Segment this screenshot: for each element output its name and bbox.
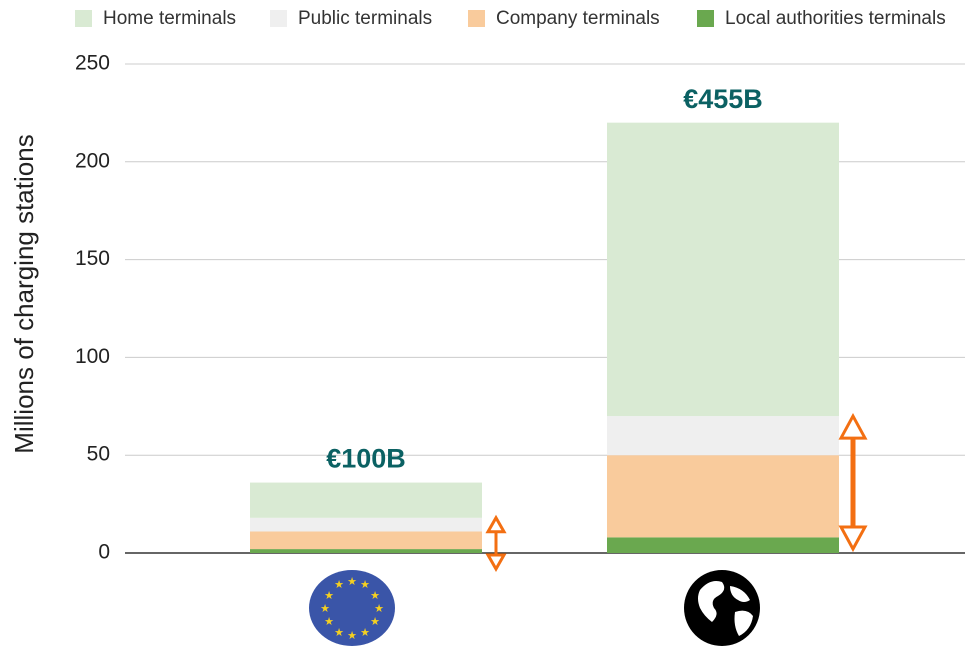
legend-swatch	[75, 10, 92, 27]
globe-icon	[684, 570, 760, 646]
legend-swatch	[697, 10, 714, 27]
bar-segment	[250, 549, 482, 553]
svg-text:★: ★	[347, 630, 357, 642]
legend-swatch	[270, 10, 287, 27]
legend-label: Home terminals	[103, 8, 236, 29]
y-tick-label: 100	[75, 345, 110, 368]
svg-text:★: ★	[360, 579, 370, 591]
arrow-head	[838, 412, 868, 440]
svg-text:★: ★	[360, 627, 370, 639]
arrow-head	[485, 514, 507, 534]
bar-segment	[607, 122, 839, 417]
svg-text:★: ★	[324, 590, 334, 602]
svg-text:★: ★	[374, 603, 384, 615]
y-tick-label: 0	[98, 541, 110, 564]
eu-flag-icon: ★ ★ ★★ ★★ ★★ ★★ ★★	[309, 570, 395, 646]
arrow-head	[838, 525, 868, 553]
svg-text:★: ★	[320, 603, 330, 615]
bar-segment	[250, 531, 482, 550]
y-tick-label: 50	[87, 443, 110, 466]
svg-text:★: ★	[334, 579, 344, 591]
legend-label: Local authorities terminals	[725, 8, 946, 29]
svg-text:★: ★	[370, 590, 380, 602]
svg-text:★: ★	[334, 627, 344, 639]
svg-text:★: ★	[347, 576, 357, 588]
legend-swatch	[468, 10, 485, 27]
bar-segment	[250, 482, 482, 518]
arrow-head	[485, 553, 507, 573]
annotation: €455B	[683, 84, 763, 114]
legend-label: Public terminals	[298, 8, 432, 29]
svg-text:★: ★	[370, 616, 380, 628]
annotation: €100B	[326, 444, 406, 474]
y-axis-label: Millions of charging stations	[9, 134, 39, 453]
svg-text:★: ★	[324, 616, 334, 628]
bar-segment	[250, 517, 482, 532]
bar-segment	[607, 416, 839, 456]
legend-label: Company terminals	[496, 8, 660, 29]
bar-segment	[607, 455, 839, 538]
y-tick-label: 150	[75, 247, 110, 270]
y-tick-label: 200	[75, 149, 110, 172]
bar-segment	[607, 537, 839, 553]
y-tick-label: 250	[75, 52, 110, 75]
